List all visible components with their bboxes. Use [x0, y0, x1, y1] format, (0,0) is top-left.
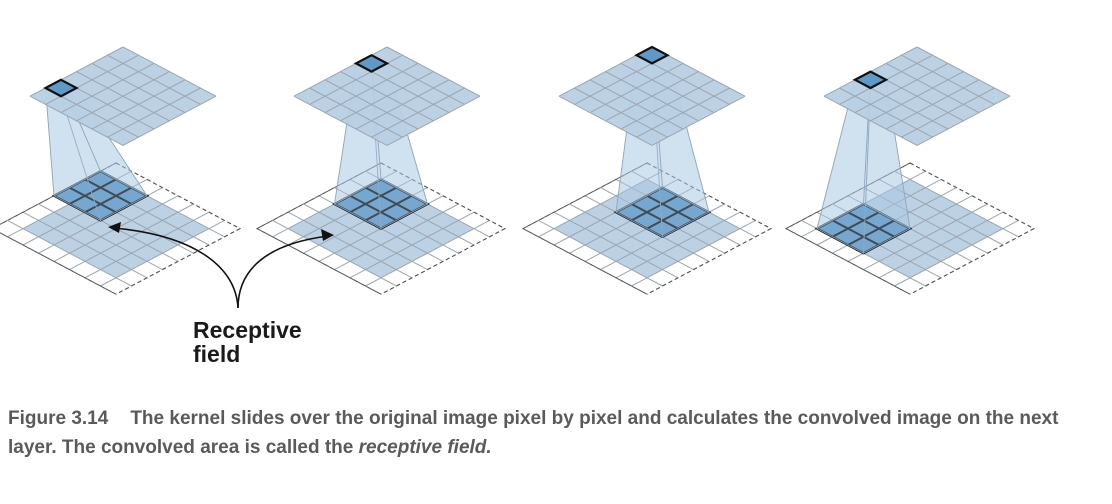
input-grid-line [615, 211, 741, 279]
receptive-field-line [832, 219, 880, 246]
figure-caption: Figure 3.14 The kernel slides over the or… [8, 404, 1098, 462]
input-grid-line [84, 211, 210, 279]
panels-group [0, 45, 1036, 295]
input-padding-border [0, 162, 242, 295]
input-grid-line [553, 211, 679, 279]
input-grid-line [631, 219, 756, 287]
input-grid-line [863, 203, 988, 271]
input-grid-line [303, 203, 428, 271]
receptive-field-line [84, 178, 132, 205]
output-pixel-highlight [634, 45, 670, 65]
convolution-diagram: Receptive field [0, 45, 1036, 367]
input-grid-line [365, 219, 490, 287]
input-grid-line [69, 203, 194, 271]
arrow-to-panel-2 [237, 235, 329, 309]
input-grid-line [22, 211, 148, 279]
receptive-field-annotation: Receptive field [108, 222, 334, 367]
output-pixel-highlight [353, 53, 390, 73]
figure-number: Figure 3.14 [8, 408, 109, 429]
input-grid-line [894, 219, 1019, 287]
output-grid-line [29, 95, 124, 146]
receptive-field-line [349, 194, 397, 222]
output-grid-line [293, 95, 388, 146]
panel-1 [0, 46, 242, 295]
input-grid-line [349, 211, 475, 279]
input-grid-line [100, 219, 225, 287]
input-padding-border [255, 162, 507, 295]
arrowhead-panel-2 [321, 229, 334, 241]
output-pixel-highlight [43, 78, 79, 98]
output-grid [29, 46, 217, 146]
output-grid [293, 46, 481, 146]
receptive-field-line [69, 178, 117, 205]
receptive-field-line [69, 186, 117, 214]
receptive-field-line [365, 186, 413, 214]
input-padding-border [784, 162, 1036, 295]
input-grid-line [538, 219, 663, 287]
arrow-to-panel-1 [113, 227, 239, 309]
output-grid-line [823, 95, 918, 146]
output-grid-line [651, 95, 746, 146]
receptive-field-line [631, 194, 679, 222]
panel-3 [521, 45, 773, 295]
receptive-field-line [365, 194, 413, 222]
output-grid-line [558, 95, 653, 146]
output-grid-line [122, 95, 217, 146]
caption-italic-term: receptive field. [358, 437, 492, 458]
output-grid-line [386, 95, 481, 146]
receptive-field-line [832, 211, 880, 238]
input-grid-line [7, 219, 132, 287]
output-grid-line [309, 87, 403, 138]
input-grid-line [272, 219, 397, 287]
receptive-field-line [847, 219, 895, 246]
receptive-field-line [349, 186, 397, 214]
output-grid [823, 46, 1011, 146]
output-grid-line [839, 87, 933, 138]
output-grid-line [574, 87, 668, 138]
receptive-field-line [84, 186, 132, 214]
receptive-field-line [847, 211, 895, 238]
receptive-field-line [646, 194, 694, 222]
panel-2 [255, 46, 507, 295]
receptive-field-line [646, 203, 694, 230]
input-grid-line [878, 211, 1004, 279]
output-pixel-highlight [852, 70, 889, 90]
caption-text: The kernel slides over the original imag… [8, 408, 1059, 458]
input-padding-border [521, 162, 773, 295]
output-grid [558, 45, 746, 146]
arrowhead-panel-1 [108, 222, 121, 233]
receptive-field-line [631, 203, 679, 230]
input-grid-line [334, 203, 459, 271]
panel-4 [784, 46, 1036, 295]
input-grid-line [287, 211, 413, 279]
output-grid-line [916, 95, 1011, 146]
input-grid-line [569, 203, 694, 271]
input-grid-line [38, 203, 163, 271]
receptive-field-label-line2: field [193, 341, 240, 367]
receptive-field-label-line1: Receptive [193, 317, 302, 343]
